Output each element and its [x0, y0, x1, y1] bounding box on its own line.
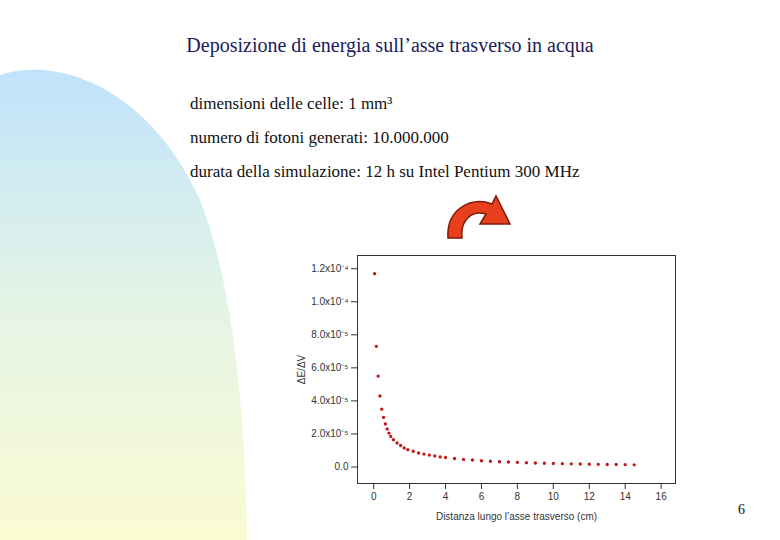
svg-text:8.0x10⁻⁵: 8.0x10⁻⁵	[311, 329, 348, 340]
svg-text:0.0: 0.0	[335, 461, 349, 472]
svg-text:8: 8	[515, 491, 521, 502]
svg-text:1.2x10⁻⁴: 1.2x10⁻⁴	[311, 263, 348, 274]
svg-text:Distanza lungo l’asse trasvers: Distanza lungo l’asse trasverso (cm)	[436, 511, 597, 522]
html-text:dimensioni delle celle: 1 mm³: dimensioni delle celle: 1 mm³	[190, 94, 393, 113]
svg-text:1.0x10⁻⁴: 1.0x10⁻⁴	[311, 296, 348, 307]
html-text:Deposizione di energia sull’as: Deposizione di energia sull’asse trasver…	[186, 34, 594, 56]
svg-text:4.0x10⁻⁵: 4.0x10⁻⁵	[311, 395, 348, 406]
svg-text:10: 10	[548, 491, 560, 502]
svg-text:12: 12	[584, 491, 596, 502]
html-text:6: 6	[738, 502, 745, 517]
svg-text:0: 0	[371, 491, 377, 502]
svg-text:6.0x10⁻⁵: 6.0x10⁻⁵	[311, 362, 348, 373]
svg-text:14: 14	[620, 491, 632, 502]
svg-text:6: 6	[479, 491, 485, 502]
html-text:durata della simulazione: 12 h: durata della simulazione: 12 h su Intel …	[190, 162, 580, 181]
svg-text:ΔE/ΔV: ΔE/ΔV	[296, 354, 307, 384]
svg-text:16: 16	[656, 491, 668, 502]
svg-text:2: 2	[407, 491, 413, 502]
svg-text:2.0x10⁻⁵: 2.0x10⁻⁵	[311, 428, 348, 439]
html-text:numero di fotoni generati: 10.: numero di fotoni generati: 10.000.000	[190, 128, 449, 147]
svg-text:4: 4	[443, 491, 449, 502]
